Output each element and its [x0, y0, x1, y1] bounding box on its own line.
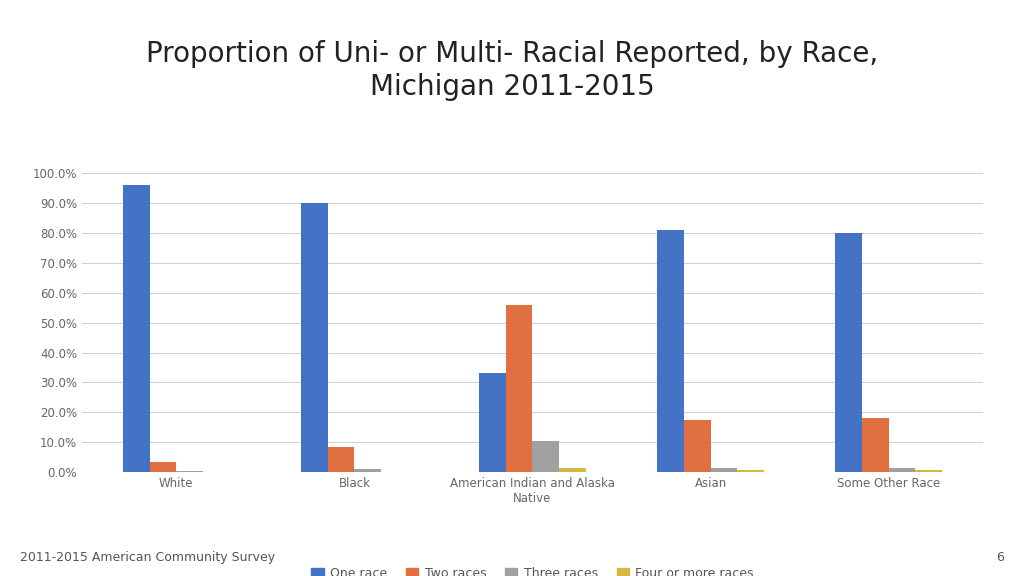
- Bar: [711, 468, 737, 472]
- Bar: [176, 471, 203, 472]
- Bar: [354, 469, 381, 472]
- Bar: [862, 418, 889, 472]
- Bar: [915, 470, 942, 472]
- Text: 2011-2015 American Community Survey: 2011-2015 American Community Survey: [20, 551, 275, 564]
- Bar: [737, 470, 764, 472]
- Bar: [559, 468, 586, 472]
- Bar: [301, 203, 328, 472]
- Bar: [836, 233, 862, 472]
- Bar: [889, 468, 915, 472]
- Bar: [328, 447, 354, 472]
- Bar: [479, 373, 506, 472]
- Legend: One race, Two races, Three races, Four or more races: One race, Two races, Three races, Four o…: [306, 562, 759, 576]
- Text: 6: 6: [995, 551, 1004, 564]
- Bar: [657, 230, 684, 472]
- Bar: [684, 420, 711, 472]
- Bar: [150, 462, 176, 472]
- Text: Proportion of Uni- or Multi- Racial Reported, by Race,
Michigan 2011-2015: Proportion of Uni- or Multi- Racial Repo…: [145, 40, 879, 101]
- Bar: [123, 185, 150, 472]
- Bar: [506, 305, 532, 472]
- Bar: [532, 441, 559, 472]
